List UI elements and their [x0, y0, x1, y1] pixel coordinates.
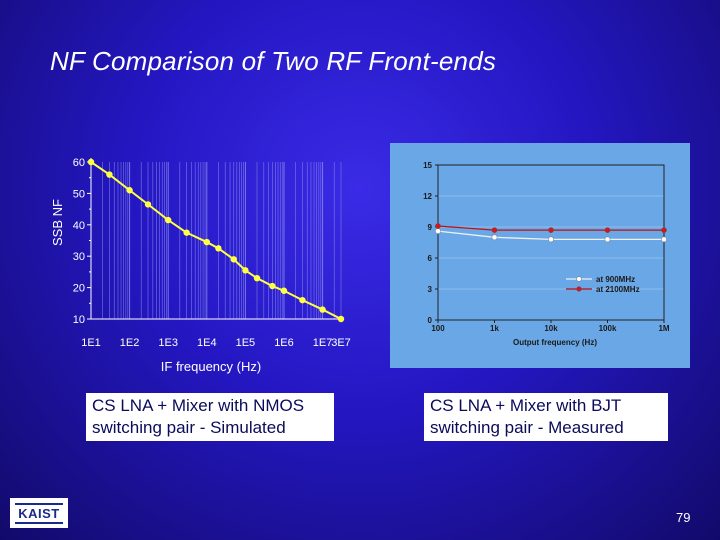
y-tick-label: 20: [73, 283, 85, 295]
y-tick-label: 12: [423, 192, 432, 201]
nf-data-point: [215, 245, 222, 252]
nf-data-point: [319, 306, 326, 313]
measured-caption: CS LNA + Mixer with BJT switching pair -…: [424, 393, 668, 441]
series-point-2100mhz: [548, 227, 554, 233]
nf-data-point: [144, 201, 152, 208]
x-tick-label: 100k: [599, 324, 617, 333]
x-axis-title: Output frequency (Hz): [513, 338, 597, 347]
measured-caption-line1: CS LNA + Mixer with BJT: [430, 396, 622, 415]
nf-series-line: [90, 161, 342, 320]
legend-label: at 900MHz: [596, 275, 635, 284]
y-tick-label: 30: [73, 251, 85, 263]
y-tick-label: 10: [73, 314, 85, 326]
nf-data-point: [253, 274, 261, 282]
x-tick-label: 100: [431, 324, 445, 333]
series-point-900mhz: [604, 236, 611, 243]
nf-data-point: [106, 171, 113, 178]
measured-caption-line2: switching pair - Measured: [430, 418, 624, 437]
nf-data-point: [126, 187, 133, 194]
series-point-2100mhz: [435, 223, 441, 229]
x-tick-label: 1E4: [197, 337, 217, 349]
y-tick-label: 3: [428, 285, 433, 294]
series-point-900mhz: [661, 236, 667, 243]
x-axis-title: IF frequency (Hz): [161, 359, 261, 374]
y-tick-label: 0: [428, 316, 433, 325]
nf-data-point: [164, 216, 172, 224]
plot-frame: [437, 164, 665, 321]
series-point-2100mhz: [491, 227, 498, 233]
nf-data-point: [269, 282, 276, 290]
nf-data-point: [280, 287, 288, 294]
x-tick-label: 3E7: [331, 337, 351, 349]
series-point-2100mhz: [604, 227, 611, 233]
x-tick-label: 1M: [658, 324, 669, 333]
series-point-900mhz: [491, 234, 498, 241]
page-number: 79: [676, 510, 691, 525]
x-tick-label: 10k: [544, 324, 558, 333]
legend-marker: [576, 286, 582, 292]
legend-marker: [576, 276, 582, 282]
x-tick-label: 1k: [490, 324, 499, 333]
y-tick-label: 40: [73, 220, 85, 232]
y-tick-label: 6: [428, 254, 433, 263]
series-point-900mhz: [548, 236, 554, 243]
y-tick-label: 50: [73, 188, 85, 200]
measured-nf-chart-panel: 0 3 6 9 12 15 100 1k 10k 100k 1M Output frequency (…: [390, 143, 690, 368]
y-tick-label: 15: [423, 161, 432, 170]
series-point-2100mhz: [661, 227, 667, 233]
nf-data-point: [87, 158, 95, 166]
nf-data-point: [299, 296, 306, 304]
nf-data-point: [337, 315, 345, 323]
simulated-caption-line2: switching pair - Simulated: [92, 418, 286, 437]
series-point-900mhz: [435, 228, 441, 234]
y-axis-title: SSB NF: [50, 199, 65, 246]
x-tick-label: 1E2: [120, 337, 140, 349]
y-tick-label: 9: [428, 223, 433, 232]
logo-text: KAIST: [15, 502, 63, 524]
x-tick-label: 1E5: [236, 337, 256, 349]
x-tick-label: 1E3: [158, 337, 178, 349]
nf-data-point: [203, 238, 210, 246]
slide-title: NF Comparison of Two RF Front-ends: [50, 46, 497, 76]
kaist-logo: KAIST: [10, 498, 68, 528]
y-tick-label: 60: [73, 157, 85, 169]
x-tick-label: 1E7: [313, 337, 333, 349]
measured-nf-chart: 0 3 6 9 12 15 100 1k 10k 100k 1M Output frequency (…: [423, 161, 670, 347]
legend-label: at 2100MHz: [596, 285, 640, 294]
x-tick-label: 1E6: [274, 337, 294, 349]
nf-data-point: [230, 256, 237, 263]
nf-data-point: [183, 229, 190, 236]
simulated-caption: CS LNA + Mixer with NMOS switching pair …: [86, 393, 334, 441]
nf-data-point: [242, 267, 249, 274]
x-tick-label: 1E1: [81, 337, 101, 349]
simulated-caption-line1: CS LNA + Mixer with NMOS: [92, 396, 305, 415]
